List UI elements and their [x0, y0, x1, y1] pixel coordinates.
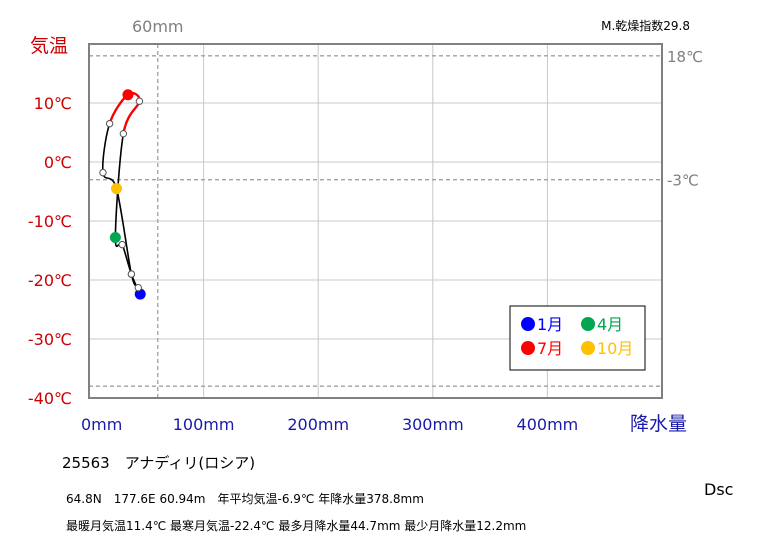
- koppen-code: Dsc: [704, 480, 734, 499]
- y-tick-label: 10℃: [34, 94, 72, 113]
- series-segment: [101, 123, 111, 173]
- reference-label-minus3c: -3℃: [667, 172, 699, 190]
- tick-labels: 0mm 100mm 200mm 300mm 400mm 10℃ 0℃ -10℃ -20℃ -30℃…: [28, 94, 578, 434]
- legend-marker: [581, 341, 595, 355]
- data-point-month-8: [105, 119, 114, 128]
- series-segment: [115, 188, 133, 275]
- legend: 1月 4月 7月 10月: [509, 305, 646, 371]
- y-tick-label: -40℃: [28, 389, 72, 408]
- reference-label-60mm: 60mm: [132, 17, 184, 36]
- axis-labels: 気温 降水量 M.乾燥指数29.8: [30, 18, 690, 435]
- x-tick-label: 300mm: [402, 415, 464, 434]
- data-points: [99, 89, 146, 300]
- legend-label: 4月: [597, 315, 623, 334]
- x-tick-label: 200mm: [287, 415, 349, 434]
- data-point-month-9: [99, 168, 107, 177]
- x-tick-label: 400mm: [517, 415, 579, 434]
- x-tick-label: 100mm: [173, 415, 235, 434]
- data-point-month-7: [122, 89, 134, 101]
- grid: [89, 44, 662, 398]
- y-axis-label: 気温: [30, 35, 68, 57]
- series-segment: [122, 100, 141, 134]
- station-title: 25563 アナディリ(ロシア): [62, 454, 256, 472]
- legend-label: 7月: [537, 339, 563, 358]
- y-tick-label: -20℃: [28, 271, 72, 290]
- dryness-index: M.乾燥指数29.8: [601, 18, 690, 33]
- station-info-line-1: 64.8N 177.6E 60.94m 年平均気温-6.9℃ 年降水量378.8…: [66, 492, 424, 506]
- legend-marker: [521, 317, 535, 331]
- reference-label-18c: 18℃: [667, 48, 703, 66]
- data-point-month-11: [127, 270, 136, 278]
- legend-box: [509, 305, 646, 371]
- reference-lines: 60mm 18℃ -3℃: [89, 17, 703, 398]
- legend-label: 10月: [597, 339, 633, 358]
- x-axis-label: 降水量: [630, 413, 687, 435]
- data-point-month-5: [119, 129, 128, 138]
- legend-marker: [521, 341, 535, 355]
- plot-frame: [88, 43, 663, 399]
- station-info-line-2: 最暖月気温11.4℃ 最寒月気温-22.4℃ 最多月降水量44.7mm 最少月降…: [66, 519, 527, 533]
- y-tick-label: 0℃: [44, 153, 72, 172]
- data-point-month-12: [134, 283, 142, 292]
- x-tick-label: 0mm: [81, 415, 122, 434]
- data-point-month-4: [109, 232, 121, 244]
- legend-marker: [581, 317, 595, 331]
- data-point-month-3: [118, 240, 126, 249]
- data-point-month-10: [111, 183, 123, 195]
- y-tick-label: -10℃: [28, 212, 72, 231]
- y-tick-label: -30℃: [28, 330, 72, 349]
- legend-label: 1月: [537, 315, 563, 334]
- data-point-month-6: [135, 97, 144, 105]
